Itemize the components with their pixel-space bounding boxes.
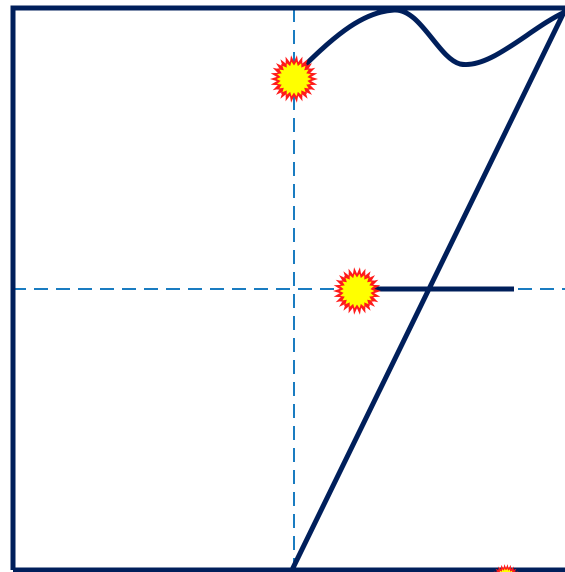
wave-curve bbox=[292, 7, 565, 78]
middle-burst-marker bbox=[333, 267, 381, 315]
burst-core bbox=[280, 65, 308, 93]
upper-burst-marker bbox=[270, 55, 318, 103]
burst-core bbox=[343, 277, 371, 305]
rectangular-frame bbox=[10, 5, 565, 570]
burst-inner-spikes bbox=[495, 566, 517, 572]
